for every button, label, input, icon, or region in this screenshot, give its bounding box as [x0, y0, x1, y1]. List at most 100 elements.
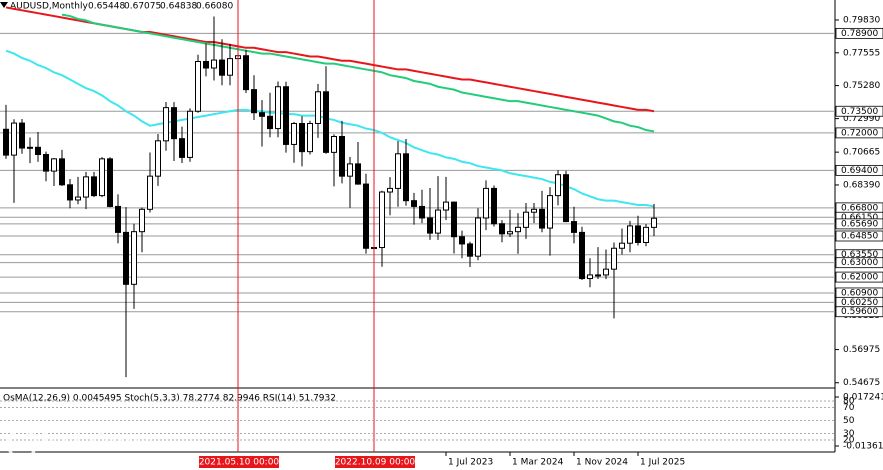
level-label-box [835, 127, 883, 139]
candle-body [91, 176, 97, 197]
y-tick-label: 0.70665 [843, 148, 880, 158]
candle-body [467, 243, 473, 257]
x-tick-label: 1 Nov 2024 [576, 458, 628, 468]
level-label-box [835, 271, 883, 283]
indicator-tick-label: 20 [843, 436, 855, 446]
date-label-box [199, 456, 279, 468]
candle-body [507, 231, 513, 235]
candle-body [27, 146, 33, 149]
candle-body [43, 154, 49, 172]
moving-average [5, 49, 655, 208]
candle-body [219, 59, 225, 76]
level-label-box [835, 164, 883, 176]
candle-body [115, 205, 121, 233]
candle-body [427, 217, 433, 234]
header-value: 0.65448 [88, 2, 125, 12]
level-label-box [835, 105, 883, 117]
candle-body [187, 110, 193, 158]
indicator-tick-label: 50 [843, 416, 855, 426]
candle-body [523, 211, 529, 228]
candle-body [459, 236, 465, 245]
candle-body [651, 217, 657, 228]
indicator-tick-label: 80 [843, 397, 855, 407]
level-label: 0.65690 [841, 219, 878, 229]
candle-body [499, 223, 505, 235]
date-label: 2022.10.09 00:00 [335, 458, 416, 468]
level-label: 0.60250 [841, 298, 878, 308]
candle-body [291, 123, 297, 145]
candle-body [515, 226, 521, 233]
y-tick-label: 0.72990 [843, 114, 880, 124]
level-label: 0.72000 [841, 128, 878, 138]
watermark-subtext: Instant Forex Trading [48, 456, 153, 467]
candle-body [163, 107, 169, 142]
candle-body [67, 184, 73, 201]
header-value: 0.67075 [124, 2, 161, 12]
candle-body [627, 225, 633, 244]
candle-body [227, 58, 233, 76]
candle-body [531, 208, 537, 213]
moving-average [61, 13, 655, 133]
candle-body [555, 174, 561, 197]
watermark-logo [6, 428, 38, 460]
candle-body [307, 123, 313, 153]
candle-body [395, 153, 401, 189]
candle-body [139, 208, 145, 233]
candle-body [603, 268, 609, 276]
level-label-box [835, 257, 883, 269]
x-tick-label: 1 Jul 2023 [448, 458, 493, 468]
candle-body [443, 201, 449, 211]
level-label: 0.78900 [841, 29, 878, 39]
level-label: 0.62000 [841, 273, 878, 283]
candle-body [75, 196, 81, 201]
candle-body [635, 225, 641, 243]
candle-body [267, 115, 273, 130]
candle-body [275, 86, 281, 130]
level-label: 0.66150 [841, 213, 878, 223]
candle-body [59, 158, 65, 186]
osma-tick-label: 0.017241 [843, 393, 883, 403]
candle-body [363, 183, 369, 249]
level-label: 0.66800 [841, 203, 878, 213]
date-label: 2021.05.10 00:00 [199, 458, 280, 468]
candle-body [611, 247, 617, 270]
y-tick-label: 0.54675 [843, 378, 880, 388]
level-label: 0.69400 [841, 166, 878, 176]
candle-body [323, 91, 329, 153]
candle-body [3, 128, 9, 156]
y-tick-label: 0.77555 [843, 48, 880, 58]
candle-body [299, 123, 305, 153]
candle-body [419, 205, 425, 219]
candle-body [19, 122, 25, 149]
candle-body [355, 163, 361, 185]
osma-tick-label: -0.013615 [843, 442, 883, 452]
header-value: 0.66080 [196, 2, 233, 12]
level-label: 0.64850 [841, 232, 878, 242]
candle-body [107, 158, 113, 207]
candle-body [283, 86, 289, 145]
level-label-box [835, 218, 883, 230]
level-label: 0.63000 [841, 258, 878, 268]
candle-body [379, 191, 385, 249]
candle-body [347, 163, 353, 177]
candle-body [35, 146, 41, 156]
y-tick-label: 0.56975 [843, 345, 880, 355]
candle-body [123, 231, 129, 285]
x-tick-label: 1 Mar 2024 [512, 458, 564, 468]
candle-body [171, 107, 177, 140]
candle-body [483, 187, 489, 219]
candle-body [619, 242, 625, 249]
level-label: 0.60900 [841, 288, 878, 298]
candle-body [387, 187, 393, 193]
indicator-title: OsMA(12,26,9) 0.0045495 Stoch(5,3,3) 78.… [3, 394, 336, 404]
candle-body [435, 209, 441, 234]
candle-body [451, 201, 457, 238]
candle-body [147, 175, 153, 210]
candle-body [587, 274, 593, 280]
candle-body [643, 226, 649, 243]
candle-body [595, 274, 601, 277]
candle-body [339, 135, 345, 177]
candle-body [11, 122, 17, 156]
